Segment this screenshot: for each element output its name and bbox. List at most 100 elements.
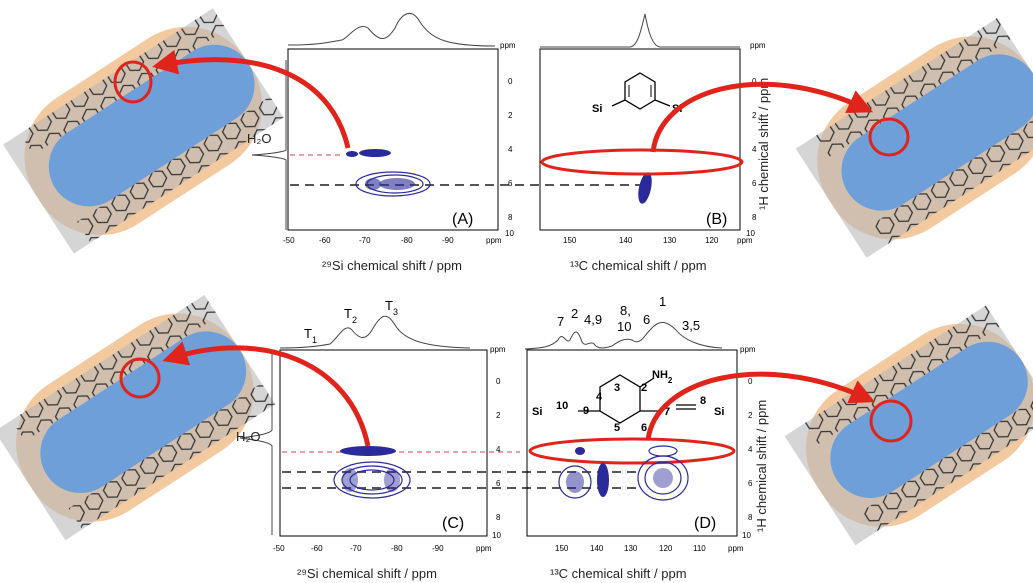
svg-text:2: 2: [641, 382, 647, 394]
svg-text:-60: -60: [311, 544, 323, 553]
x-axis-label-b: ¹³C chemical shift / ppm: [570, 258, 707, 273]
svg-text:ppm: ppm: [740, 345, 756, 354]
svg-text:5: 5: [614, 422, 620, 434]
x-ticks-b: 150 140 130 120 ppm: [563, 236, 753, 245]
svg-text:10: 10: [505, 229, 514, 238]
highlight-band-b: [540, 148, 744, 176]
svg-text:4,9: 4,9: [584, 312, 602, 327]
y-axis-label-d: ¹H chemical shift / ppm: [754, 400, 769, 532]
projection-top-a: [287, 13, 496, 47]
svg-text:6: 6: [643, 312, 650, 327]
svg-text:130: 130: [624, 544, 638, 553]
svg-text:4: 4: [496, 445, 501, 454]
x-axis-label-a: ²⁹Si chemical shift / ppm: [322, 258, 462, 273]
svg-text:-80: -80: [391, 544, 403, 553]
svg-text:-60: -60: [319, 236, 331, 245]
y-ticks-c: ppm 0 2 4 6 8 10: [490, 345, 506, 540]
svg-text:0: 0: [508, 77, 513, 86]
svg-text:-50: -50: [273, 544, 285, 553]
highlight-circle-b: [868, 117, 910, 157]
plot-frame-b: [539, 48, 741, 231]
svg-text:-70: -70: [350, 544, 362, 553]
x-axis-label-c: ²⁹Si chemical shift / ppm: [297, 566, 437, 581]
svg-text:120: 120: [705, 236, 719, 245]
projection-top-b: [540, 13, 740, 48]
panel-d: 7 2 4,9 8, 10 6 1 3,5 NH2 Si Si 10 9 4 3…: [524, 294, 769, 581]
panel-label-c: (C): [442, 515, 464, 532]
contour-c2: [333, 461, 411, 499]
svg-text:0: 0: [496, 377, 501, 386]
contour-a1: [346, 151, 358, 157]
svg-text:4: 4: [752, 145, 757, 154]
svg-text:6: 6: [508, 179, 513, 188]
contour-d3: [558, 465, 592, 499]
svg-text:130: 130: [663, 236, 677, 245]
arrow-c: [162, 341, 371, 447]
svg-text:120: 120: [659, 544, 673, 553]
projection-top-d: [524, 322, 723, 350]
svg-text:1: 1: [659, 294, 666, 309]
svg-text:-90: -90: [442, 236, 454, 245]
svg-text:140: 140: [619, 236, 633, 245]
molecule-b: Si Si: [592, 72, 682, 115]
svg-text:10: 10: [617, 319, 631, 334]
svg-text:ppm: ppm: [476, 544, 492, 553]
panel-a: H₂O (A) -50 -60 -70 -80 -90 ppm ppm 0 2 …: [247, 13, 640, 273]
contour-d2: [648, 445, 678, 457]
highlight-circle-a: [113, 60, 153, 104]
svg-text:7: 7: [557, 314, 564, 329]
mol-d-si-right: Si: [714, 406, 724, 418]
arrow-a: [152, 49, 351, 149]
contour-d4: [597, 463, 609, 497]
peak-labels-d: 7 2 4,9 8, 10 6 1 3,5: [557, 294, 700, 334]
pore-illustration-c: [0, 295, 276, 541]
svg-text:8: 8: [752, 213, 757, 222]
highlight-band-d: [528, 437, 736, 465]
pore-illustration-b: [795, 18, 1033, 258]
arrow-d: [645, 371, 876, 441]
plot-frame-d: [526, 349, 738, 537]
contour-c1: [340, 446, 396, 456]
panel-c: T1 T2 T3 H₂O (C) -50 -60 -70 -80 -90 ppm…: [236, 298, 640, 581]
svg-text:0: 0: [752, 77, 757, 86]
peak-t1: T1: [304, 326, 317, 345]
mol-d-si-left: Si: [532, 406, 542, 418]
plot-frame-a: [287, 48, 499, 231]
svg-text:6: 6: [641, 422, 647, 434]
svg-text:10: 10: [742, 531, 751, 540]
projection-top-c: [279, 315, 471, 349]
arrow-b: [650, 81, 874, 153]
x-ticks-a: -50 -60 -70 -80 -90 ppm: [283, 236, 502, 245]
svg-text:150: 150: [563, 236, 577, 245]
contour-d1: [575, 447, 585, 455]
svg-text:8,: 8,: [620, 303, 631, 318]
svg-text:3: 3: [614, 382, 620, 394]
mol-d-nh2: NH2: [652, 369, 673, 385]
plot-frame-c: [279, 349, 488, 537]
contour-a3: [355, 171, 431, 197]
svg-text:4: 4: [748, 445, 753, 454]
x-ticks-d: 150 140 130 120 110 ppm: [555, 544, 744, 553]
svg-text:6: 6: [752, 179, 757, 188]
svg-text:8: 8: [700, 395, 706, 407]
panel-b: Si Si (B) 150 140 130 120 ppm ppm 0 2 4 …: [539, 13, 771, 273]
svg-text:10: 10: [556, 400, 568, 412]
svg-text:-70: -70: [359, 236, 371, 245]
water-label-c: H₂O: [236, 429, 261, 444]
highlight-circle-d: [869, 399, 913, 443]
svg-text:150: 150: [555, 544, 569, 553]
water-label-a: H₂O: [247, 131, 272, 146]
x-ticks-c: -50 -60 -70 -80 -90 ppm: [273, 544, 492, 553]
svg-text:4: 4: [508, 145, 513, 154]
svg-text:7: 7: [664, 406, 670, 418]
panel-label-d: (D): [694, 515, 716, 532]
svg-text:140: 140: [590, 544, 604, 553]
panel-label-a: (A): [452, 211, 473, 228]
y-ticks-b: ppm 0 2 4 6 8 10: [746, 41, 766, 238]
highlight-circle-c: [119, 357, 161, 399]
svg-text:8: 8: [496, 513, 501, 522]
y-ticks-a: ppm 0 2 4 6 8 10: [500, 41, 516, 238]
svg-text:4: 4: [596, 391, 603, 403]
svg-text:8: 8: [508, 213, 513, 222]
